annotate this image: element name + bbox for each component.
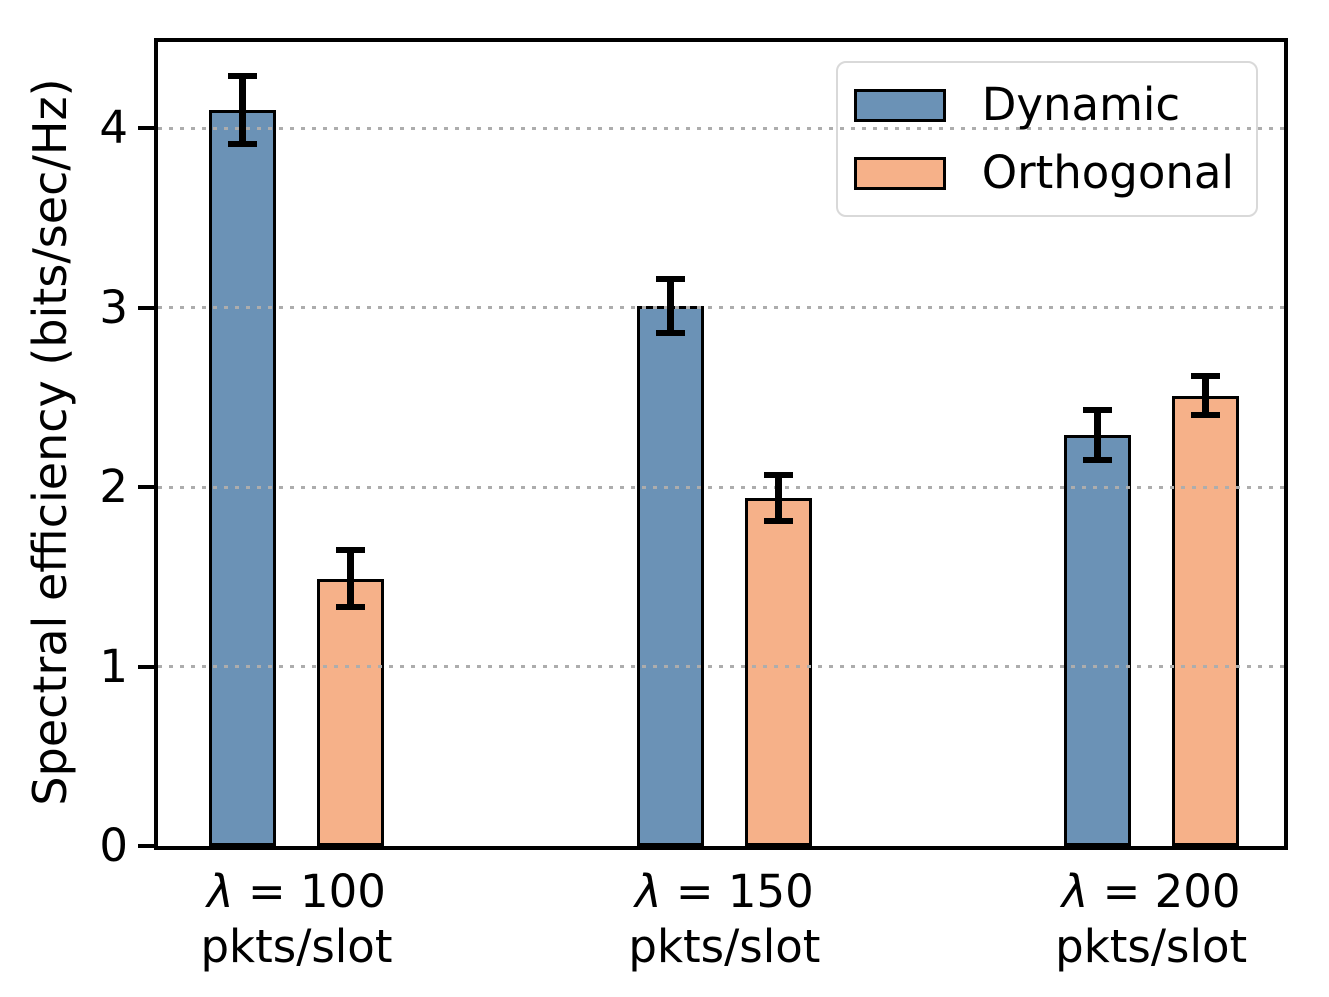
x-tick-label-line1: λ = 200 <box>1061 865 1241 918</box>
errorbar-cap-top <box>655 275 685 282</box>
x-tick-label-line2: pkts/slot <box>628 920 821 973</box>
x-tick-label-line2: pkts/slot <box>200 920 393 973</box>
bar-dynamic-group2 <box>636 305 704 846</box>
errorbar-line <box>774 474 782 522</box>
y-tick-3 <box>138 305 154 310</box>
bar-dynamic-group1 <box>208 110 276 846</box>
errorbar-line <box>1093 409 1101 461</box>
errorbar-line <box>238 76 246 145</box>
gridline-y-4 <box>158 126 1284 130</box>
x-tick-label-line2: pkts/slot <box>1055 920 1248 973</box>
plot-area: Dynamic Orthogonal <box>154 38 1288 850</box>
y-tick-0 <box>138 844 154 848</box>
x-tick-label-group2: λ = 150 pkts/slot <box>514 864 934 974</box>
y-tick-label-3: 3 <box>99 280 128 334</box>
grid-layer <box>158 42 1284 846</box>
errorbars-layer <box>158 42 1284 846</box>
x-tick-label-line1: λ = 150 <box>634 865 814 918</box>
bar-orthogonal-group2 <box>744 497 812 846</box>
errorbar-cap-top <box>227 73 257 80</box>
legend-item-orthogonal: Orthogonal <box>853 146 1234 199</box>
errorbar-cap-bottom <box>1082 457 1112 464</box>
x-tick-label-line1: λ = 100 <box>207 865 386 918</box>
bar-dynamic-group3 <box>1063 435 1131 846</box>
y-tick-4 <box>138 126 154 131</box>
x-tick-label-group1: λ = 100 pkts/slot <box>86 864 506 974</box>
gridline-y-2 <box>158 485 1284 489</box>
bars-layer <box>158 42 1284 846</box>
errorbar-cap-bottom <box>763 518 793 525</box>
errorbar-cap-bottom <box>335 604 365 611</box>
errorbar-line <box>666 278 674 333</box>
y-tick-label-0: 0 <box>99 819 128 872</box>
errorbar-cap-bottom <box>1190 412 1220 419</box>
legend-swatch-dynamic <box>853 88 946 122</box>
errorbar-cap-top <box>1190 372 1220 379</box>
errorbar-line <box>346 549 354 608</box>
errorbar-cap-bottom <box>227 141 257 148</box>
errorbar-cap-bottom <box>655 329 685 336</box>
bar-orthogonal-group3 <box>1171 395 1239 846</box>
y-tick-label-2: 2 <box>99 460 128 514</box>
legend-swatch-orthogonal <box>853 156 946 190</box>
gridline-y-3 <box>158 306 1284 310</box>
x-tick-label-group3: λ = 200 pkts/slot <box>941 864 1329 974</box>
errorbar-cap-top <box>763 471 793 478</box>
legend-label-orthogonal: Orthogonal <box>981 146 1234 199</box>
y-tick-2 <box>138 485 154 490</box>
legend-label-dynamic: Dynamic <box>981 78 1181 131</box>
legend: Dynamic Orthogonal <box>835 61 1258 217</box>
y-tick-label-4: 4 <box>99 101 128 155</box>
legend-item-dynamic: Dynamic <box>853 78 1234 131</box>
y-tick-label-1: 1 <box>99 639 128 693</box>
errorbar-line <box>1201 375 1209 416</box>
bar-orthogonal-group1 <box>316 578 384 846</box>
errorbar-cap-top <box>335 546 365 553</box>
errorbar-cap-top <box>1082 406 1112 413</box>
gridline-y-1 <box>158 665 1284 669</box>
y-tick-1 <box>138 664 154 669</box>
